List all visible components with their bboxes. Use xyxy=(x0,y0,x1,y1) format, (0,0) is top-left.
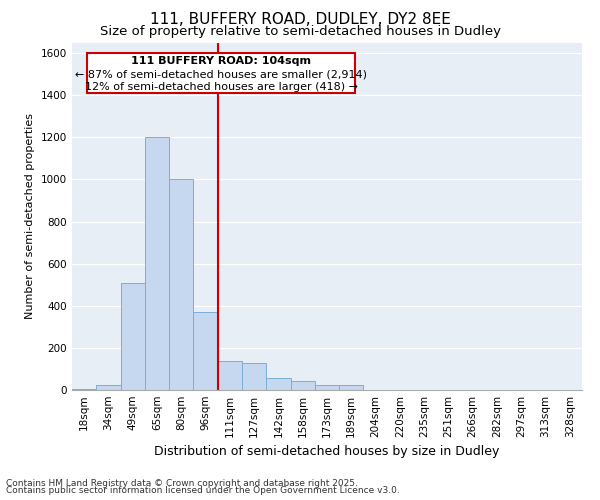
X-axis label: Distribution of semi-detached houses by size in Dudley: Distribution of semi-detached houses by … xyxy=(154,446,500,458)
Text: ← 87% of semi-detached houses are smaller (2,914): ← 87% of semi-detached houses are smalle… xyxy=(75,70,367,80)
Text: Size of property relative to semi-detached houses in Dudley: Size of property relative to semi-detach… xyxy=(100,25,500,38)
Bar xyxy=(121,282,145,390)
Text: 12% of semi-detached houses are larger (418) →: 12% of semi-detached houses are larger (… xyxy=(85,82,358,92)
Bar xyxy=(315,384,339,390)
Text: Contains public sector information licensed under the Open Government Licence v3: Contains public sector information licen… xyxy=(6,486,400,495)
Bar xyxy=(193,312,218,390)
Y-axis label: Number of semi-detached properties: Number of semi-detached properties xyxy=(25,114,35,320)
Bar xyxy=(339,384,364,390)
Bar xyxy=(290,380,315,390)
Bar xyxy=(242,362,266,390)
Bar xyxy=(169,180,193,390)
Text: 111 BUFFERY ROAD: 104sqm: 111 BUFFERY ROAD: 104sqm xyxy=(131,56,311,66)
Text: 111, BUFFERY ROAD, DUDLEY, DY2 8EE: 111, BUFFERY ROAD, DUDLEY, DY2 8EE xyxy=(149,12,451,28)
Bar xyxy=(96,384,121,390)
Bar xyxy=(72,389,96,390)
Bar xyxy=(218,360,242,390)
Bar xyxy=(266,378,290,390)
Bar xyxy=(145,138,169,390)
Text: Contains HM Land Registry data © Crown copyright and database right 2025.: Contains HM Land Registry data © Crown c… xyxy=(6,478,358,488)
FancyBboxPatch shape xyxy=(88,53,355,93)
